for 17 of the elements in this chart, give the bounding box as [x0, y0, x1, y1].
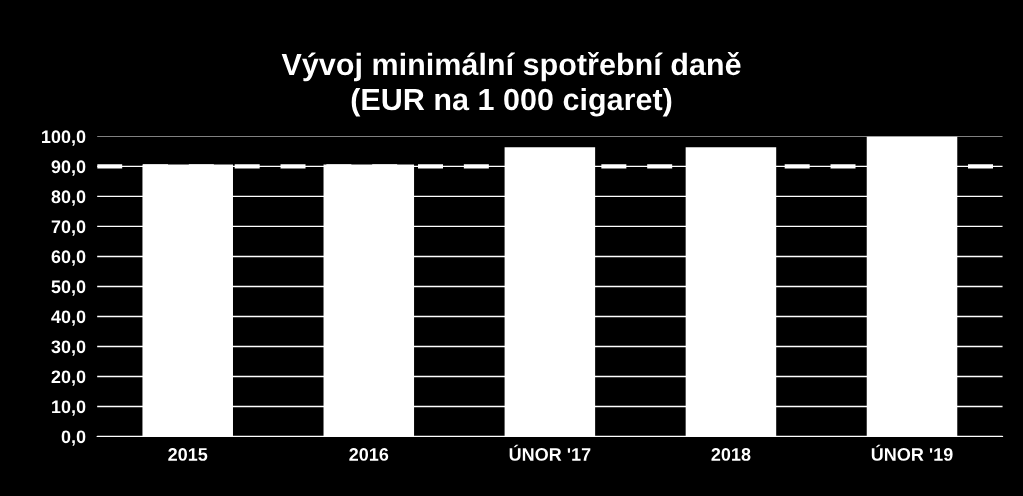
y-tick-label: 0,0 — [61, 430, 86, 446]
x-tick-label: 2015 — [168, 448, 208, 461]
x-tick-label: ÚNOR '19 — [871, 444, 953, 461]
y-tick-label: 90,0 — [51, 160, 86, 176]
y-tick-label: 80,0 — [51, 190, 86, 206]
y-tick-label: 100,0 — [42, 130, 86, 146]
y-tick-label: 30,0 — [51, 340, 86, 356]
y-tick-label: 60,0 — [51, 250, 86, 266]
y-tick-label: 70,0 — [51, 220, 86, 236]
x-tick-label: 2018 — [711, 448, 751, 461]
chart-title: Vývoj minimální spotřební daně (EUR na 1 000 cigaret) — [281, 52, 741, 117]
y-tick-label: 50,0 — [51, 280, 86, 296]
y-tick-label: 20,0 — [51, 370, 86, 386]
y-tick-label: 40,0 — [51, 310, 86, 326]
x-tick-label: ÚNOR '17 — [509, 444, 591, 461]
x-tick-label: 2016 — [349, 448, 389, 461]
y-tick-label: 10,0 — [52, 400, 86, 416]
